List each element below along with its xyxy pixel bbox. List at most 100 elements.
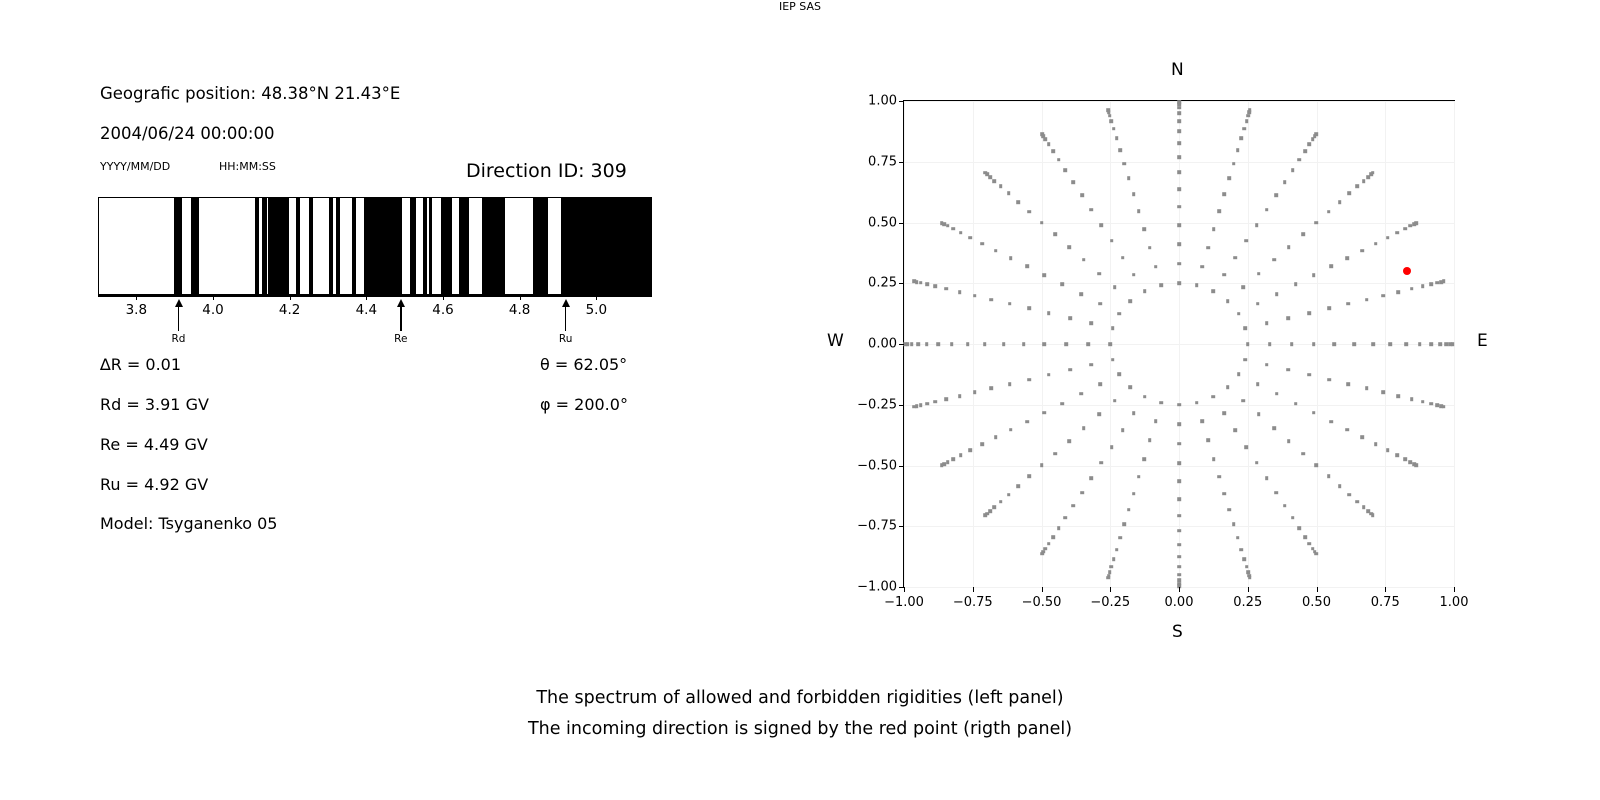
direction-sample-dot bbox=[1106, 573, 1111, 578]
direction-sample-dot bbox=[903, 342, 907, 346]
marker-arrowhead-re bbox=[396, 299, 405, 307]
marker-label-re: Re bbox=[394, 333, 408, 345]
direction-sample-dot bbox=[1067, 439, 1071, 443]
direction-sample-dot bbox=[1408, 460, 1413, 464]
direction-sample-dot bbox=[1307, 142, 1312, 147]
x-axis-tick-label: 1.00 bbox=[1439, 595, 1469, 610]
direction-sample-dot bbox=[1200, 264, 1205, 269]
direction-sample-dot bbox=[988, 509, 992, 513]
direction-sample-dot bbox=[1360, 248, 1364, 253]
re-value: Re = 4.49 GV bbox=[100, 435, 208, 454]
direction-sample-dot bbox=[1080, 490, 1084, 495]
forbidden-band bbox=[532, 198, 549, 294]
direction-sample-dot bbox=[1148, 438, 1152, 443]
direction-sample-dot bbox=[1177, 187, 1181, 191]
direction-sample-dot bbox=[1177, 223, 1181, 227]
direction-sample-dot bbox=[1060, 401, 1065, 406]
direction-sample-dot bbox=[1027, 377, 1031, 382]
direction-sample-dot bbox=[1361, 179, 1366, 183]
direction-sample-dot bbox=[1131, 192, 1136, 197]
x-axis-tick-label: 0.75 bbox=[1370, 595, 1400, 610]
direction-sample-dot bbox=[1225, 299, 1230, 303]
direction-sample-dot bbox=[1200, 419, 1205, 424]
direction-sample-dot bbox=[1039, 463, 1044, 468]
forbidden-band bbox=[410, 198, 417, 294]
direction-sample-dot bbox=[945, 224, 950, 228]
direction-sample-dot bbox=[972, 293, 977, 298]
date-format-label: YYYY/MM/DD bbox=[100, 160, 171, 173]
direction-sample-dot bbox=[1370, 171, 1375, 175]
y-axis-tick bbox=[899, 161, 904, 163]
direction-sample-dot bbox=[1264, 321, 1269, 326]
direction-sample-dot bbox=[950, 342, 954, 346]
direction-sample-dot bbox=[1111, 126, 1116, 131]
direction-sample-dot bbox=[1274, 392, 1279, 396]
direction-sample-dot bbox=[939, 221, 944, 225]
direction-sample-dot bbox=[1429, 401, 1433, 406]
direction-sample-dot bbox=[1282, 504, 1287, 508]
direction-sample-dot bbox=[1264, 476, 1269, 481]
y-axis-tick bbox=[899, 283, 904, 285]
spectrum-tick-label: 4.2 bbox=[278, 302, 301, 318]
direction-sample-dot bbox=[1126, 176, 1131, 181]
direction-sample-dot bbox=[1086, 342, 1091, 346]
direction-sample-dot bbox=[1254, 461, 1259, 465]
direction-sample-dot bbox=[1109, 239, 1114, 243]
x-axis-tick-label: 0.50 bbox=[1302, 595, 1331, 610]
direction-sample-dot bbox=[1117, 372, 1122, 377]
direction-sample-dot bbox=[1153, 264, 1158, 269]
direction-sample-dot bbox=[912, 279, 917, 284]
direction-sample-dot bbox=[1301, 232, 1305, 237]
direction-sample-dot bbox=[1046, 142, 1051, 147]
forbidden-band bbox=[262, 198, 267, 294]
phi-value: φ = 200.0° bbox=[540, 395, 628, 414]
direction-sample-dot bbox=[1245, 342, 1250, 346]
direction-sample-dot bbox=[1307, 541, 1312, 546]
marker-arrow-ru bbox=[564, 303, 567, 331]
direction-sample-dot bbox=[1177, 242, 1181, 247]
forbidden-band bbox=[482, 198, 506, 294]
direction-sample-dot bbox=[1194, 400, 1199, 405]
direction-sample-dot bbox=[1403, 457, 1407, 462]
x-axis-tick-label: −0.50 bbox=[1021, 595, 1062, 610]
direction-sample-dot bbox=[1098, 382, 1103, 386]
direction-sample-dot bbox=[1287, 439, 1291, 443]
direction-sample-dot bbox=[1244, 119, 1249, 124]
marker-arrow-rd bbox=[177, 303, 180, 331]
direction-sample-dot bbox=[951, 457, 955, 462]
direction-sample-dot bbox=[925, 342, 929, 346]
direction-sample-dot bbox=[1177, 497, 1181, 501]
direction-sample-dot bbox=[958, 453, 963, 458]
compass-label-north: N bbox=[1171, 60, 1184, 80]
caption-line-1: The spectrum of allowed and forbidden ri… bbox=[536, 688, 1064, 708]
direction-sample-dot bbox=[1255, 302, 1260, 306]
direction-sample-dot bbox=[1177, 281, 1181, 286]
direction-sample-dot bbox=[1235, 148, 1240, 152]
direction-sample-dot bbox=[1114, 136, 1119, 141]
direction-sample-dot bbox=[1301, 451, 1305, 456]
geographic-position-text: Geografic position: 48.38°N 21.43°E bbox=[100, 84, 401, 103]
direction-sample-dot bbox=[909, 342, 914, 346]
direction-sample-dot bbox=[1177, 441, 1181, 446]
direction-sample-dot bbox=[1109, 445, 1114, 449]
direction-sample-dot bbox=[983, 342, 987, 346]
direction-sample-dot bbox=[1429, 282, 1433, 287]
spectrum-tick-label: 4.4 bbox=[355, 302, 378, 318]
direction-sample-dot bbox=[1444, 342, 1449, 346]
direction-sample-dot bbox=[1042, 273, 1047, 278]
direction-sample-dot bbox=[1233, 428, 1238, 433]
direction-sample-dot bbox=[1438, 342, 1442, 346]
direction-sample-dot bbox=[1099, 223, 1104, 227]
direction-sample-dot bbox=[1326, 474, 1331, 478]
direction-sample-dot bbox=[1120, 428, 1125, 433]
x-axis-tick-label: −1.00 bbox=[884, 595, 924, 610]
direction-sample-dot bbox=[1307, 373, 1311, 377]
direction-sample-dot bbox=[1106, 110, 1111, 115]
direction-sample-dot bbox=[1310, 546, 1315, 551]
direction-sample-dot bbox=[1347, 191, 1352, 196]
direction-sample-dot bbox=[1332, 342, 1337, 346]
direction-sample-dot bbox=[1177, 204, 1181, 209]
direction-sample-dot bbox=[998, 499, 1003, 504]
rigidity-spectrum-panel: Geografic position: 48.38°N 21.43°E 2004… bbox=[0, 0, 760, 660]
model-value: Model: Tsyganenko 05 bbox=[100, 514, 278, 533]
